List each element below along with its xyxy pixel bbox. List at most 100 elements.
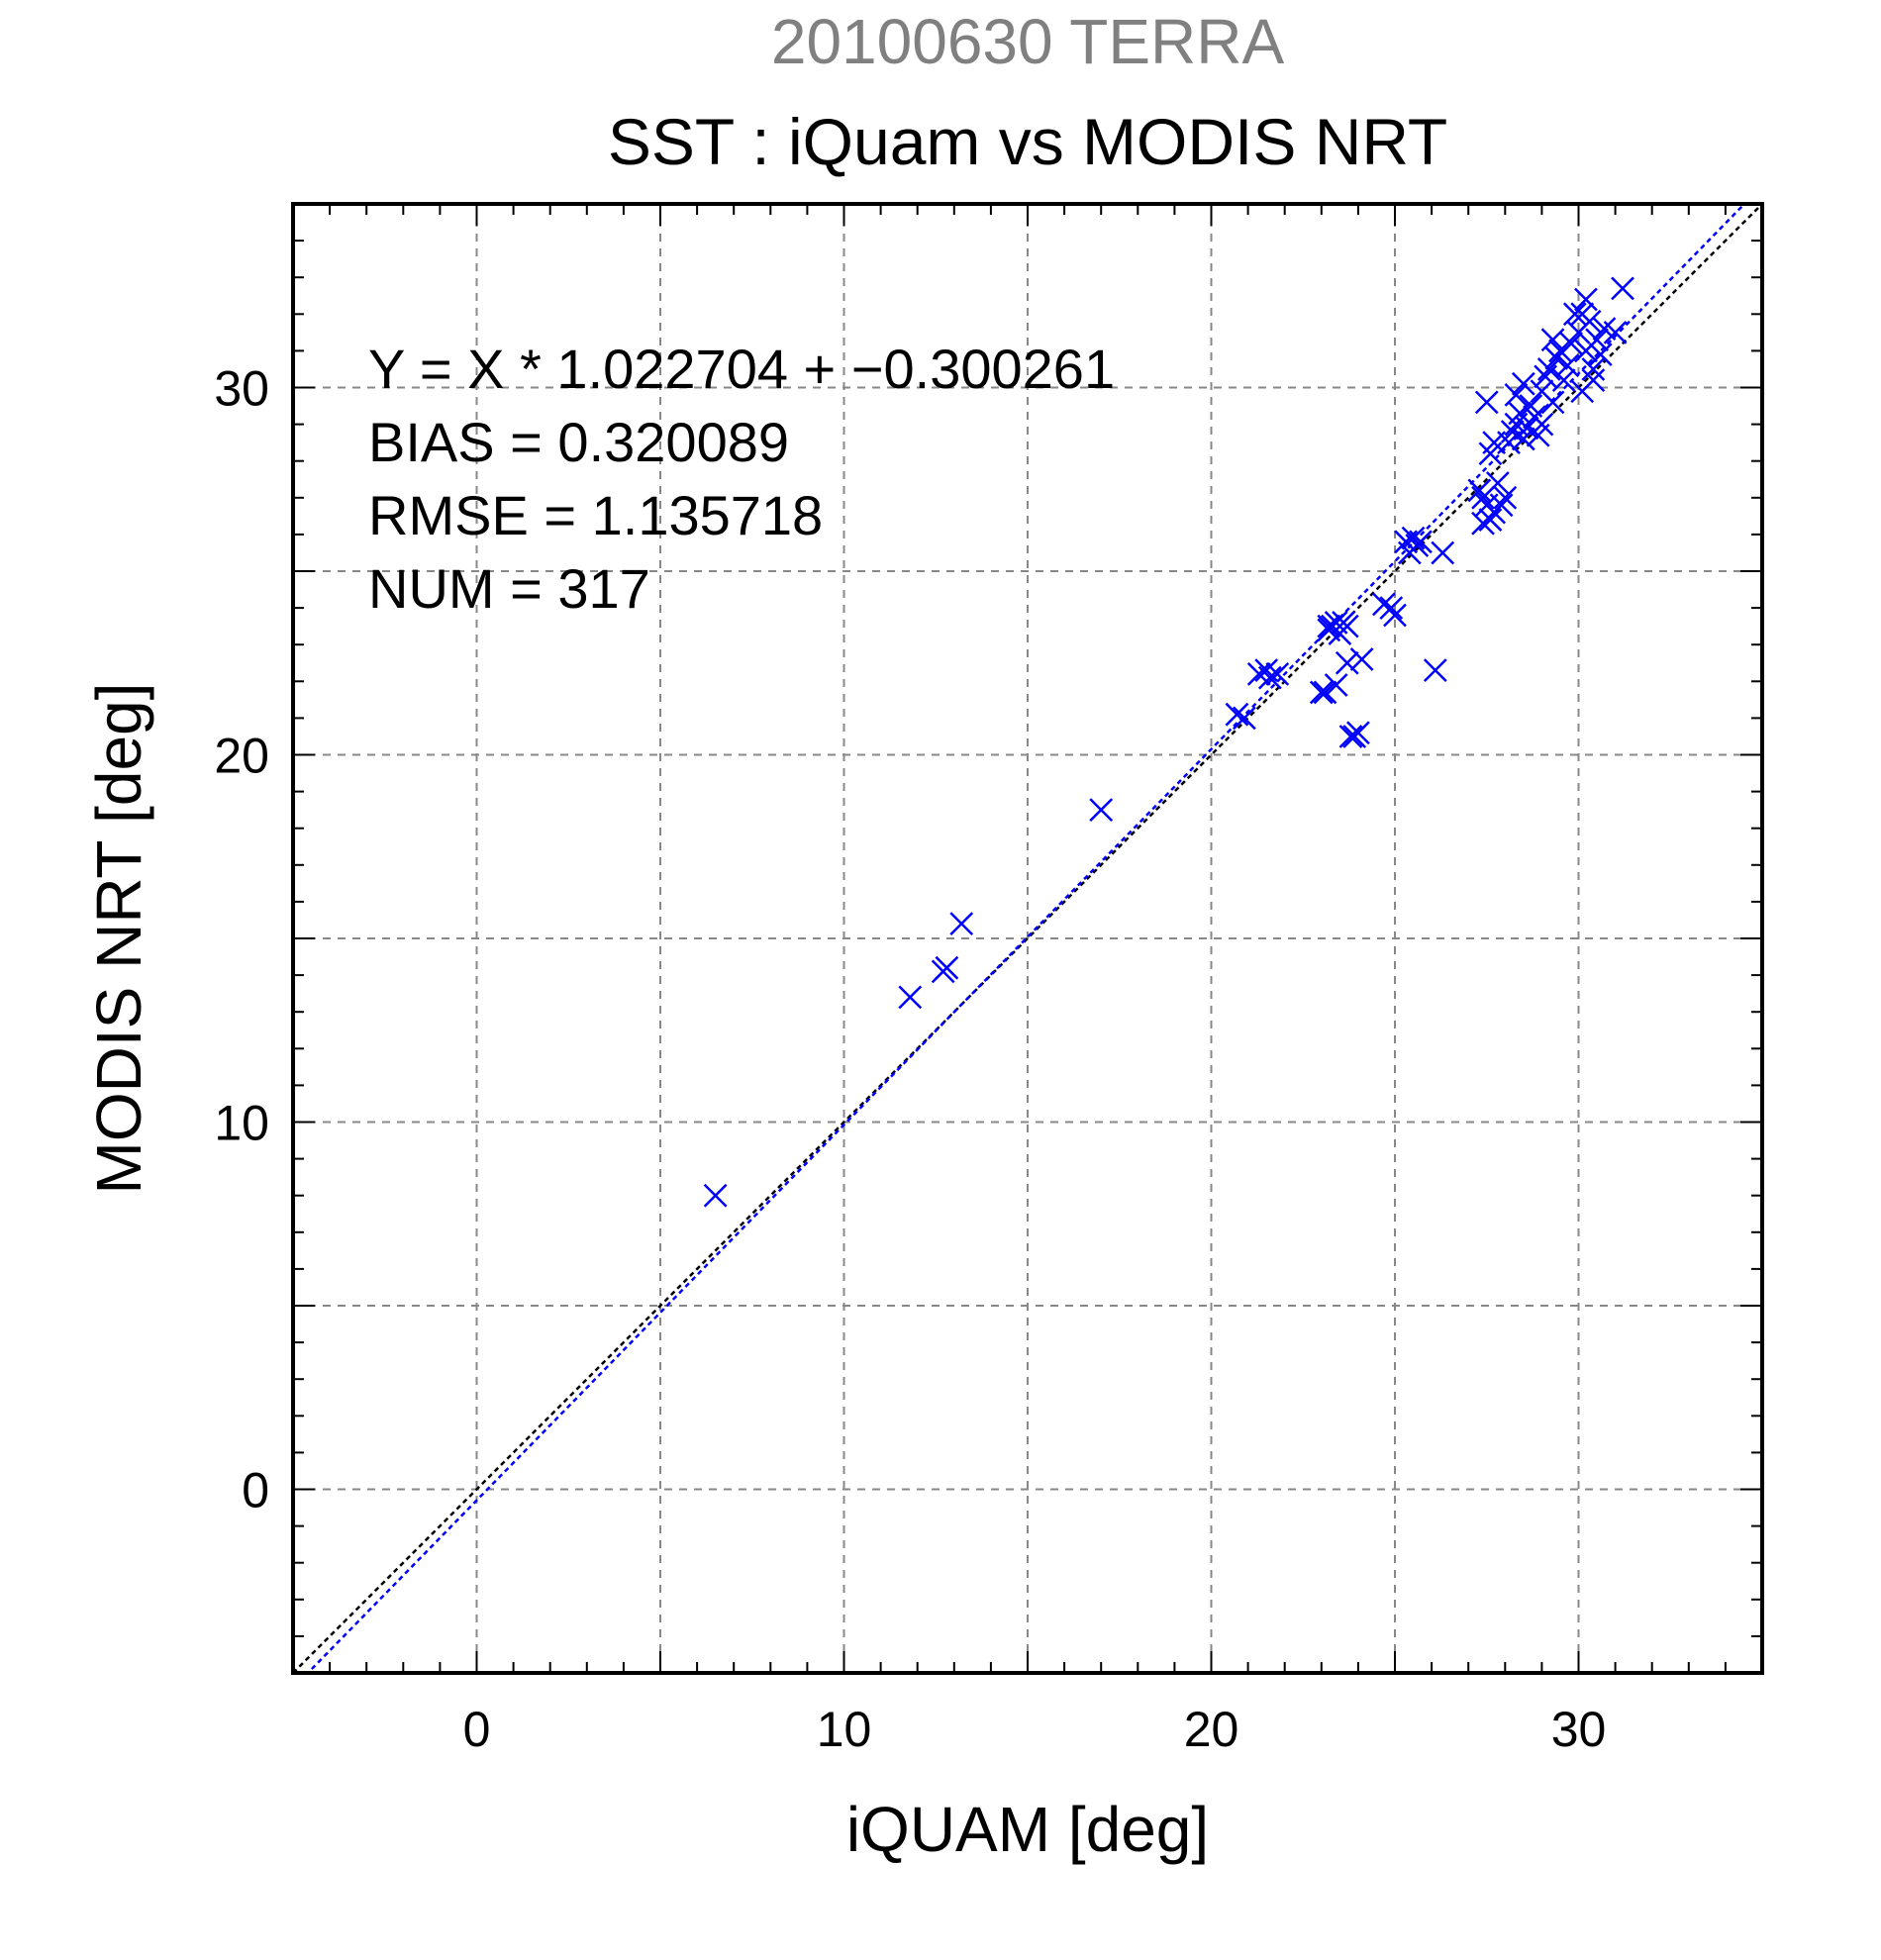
regression-equation: Y = X * 1.022704 + −0.300261 [368, 338, 1115, 400]
data-point-stroke [1233, 706, 1256, 731]
data-point [1570, 379, 1595, 404]
data-point [1431, 540, 1455, 565]
data-point [1574, 287, 1598, 312]
data-point [703, 1183, 728, 1208]
data-point-stroke [1338, 725, 1363, 748]
identity-line [293, 204, 1762, 1673]
data-point [1577, 309, 1602, 334]
data-point-stroke [1574, 287, 1598, 312]
data-point [1397, 540, 1422, 565]
data-point [1536, 357, 1561, 381]
data-point-stroke [1540, 390, 1565, 415]
data-point [1585, 328, 1609, 352]
data-point [1309, 680, 1334, 705]
data-point [1324, 611, 1348, 635]
grid [293, 204, 1762, 1673]
data-point-stroke [1485, 471, 1510, 495]
data-point [1349, 647, 1374, 671]
data-point-stroke [1534, 364, 1557, 389]
data-point [1603, 320, 1628, 344]
data-point [1555, 353, 1580, 378]
x-tick-label: 0 [463, 1702, 491, 1757]
data-point [1562, 302, 1587, 327]
data-point [1485, 471, 1510, 495]
data-point [1489, 493, 1514, 518]
data-point [1089, 798, 1114, 823]
data-point-stroke [1603, 320, 1628, 344]
data-point-stroke [1585, 328, 1609, 352]
x-tick-label: 20 [1184, 1702, 1239, 1757]
data-point-stroke [1397, 540, 1422, 565]
data-point [1508, 401, 1533, 426]
data-point [1383, 603, 1407, 628]
data-point [1504, 383, 1529, 407]
data-point-stroke [1504, 383, 1529, 407]
data-point-stroke [1349, 647, 1374, 671]
data-point-stroke [1346, 721, 1370, 745]
data-point-stroke [1592, 317, 1617, 342]
x-axis-label: iQUAM [deg] [846, 1794, 1209, 1865]
data-point-stroke [1530, 379, 1554, 404]
data-point [1551, 368, 1576, 392]
data-point-stroke [1324, 673, 1348, 697]
x-tick-label: 30 [1551, 1702, 1607, 1757]
data-point [1530, 412, 1554, 437]
y-tick-label: 30 [214, 361, 269, 417]
data-point [1313, 680, 1337, 705]
data-point-stroke [1562, 302, 1587, 327]
data-point [1548, 339, 1572, 363]
data-point [1317, 614, 1341, 638]
data-point [1338, 725, 1363, 748]
data-point-stroke [1309, 680, 1334, 705]
data-point-stroke [1471, 511, 1495, 536]
data-point-stroke [1467, 478, 1492, 503]
data-point [1467, 478, 1492, 503]
data-point-stroke [1313, 680, 1337, 705]
data-point [1500, 420, 1525, 443]
data-point [949, 912, 974, 936]
data-point [1474, 390, 1499, 415]
data-point [1225, 702, 1249, 727]
data-point-stroke [1254, 658, 1279, 683]
data-point-stroke [1324, 611, 1348, 635]
data-point-stroke [1551, 368, 1576, 392]
data-point [1511, 371, 1535, 396]
data-point-stroke [1519, 394, 1543, 418]
data-point-stroke [1611, 276, 1634, 301]
data-point-stroke [1500, 420, 1525, 443]
data-point [1581, 357, 1606, 381]
data-point-stroke [1530, 412, 1554, 437]
data-point-stroke [949, 912, 974, 936]
data-point-stroke [1383, 603, 1407, 628]
data-point-stroke [1536, 357, 1561, 381]
data-point [1588, 343, 1613, 366]
data-point-stroke [1474, 390, 1499, 415]
data-point-stroke [1489, 493, 1514, 518]
y-tick-label: 20 [214, 729, 269, 784]
data-point-stroke [1515, 416, 1539, 441]
data-point [1534, 364, 1557, 389]
stats-box: Y = X * 1.022704 + −0.300261 BIAS = 0.32… [368, 338, 1115, 620]
count-value: NUM = 317 [368, 557, 650, 620]
data-point-stroke [1588, 343, 1613, 366]
data-point-stroke [1493, 485, 1518, 510]
data-point [898, 985, 923, 1010]
data-point-stroke [1581, 357, 1606, 381]
data-point-stroke [1257, 665, 1282, 690]
data-point-stroke [1089, 798, 1114, 823]
data-point [1471, 511, 1495, 536]
data-point [1233, 706, 1256, 731]
chart-title: 20100630 TERRA [771, 6, 1285, 77]
data-point [1335, 650, 1359, 675]
data-point-stroke [1555, 353, 1580, 378]
data-point-stroke [1335, 650, 1359, 675]
data-point [1515, 416, 1539, 441]
data-point [1401, 526, 1426, 550]
data-point [1423, 658, 1447, 683]
data-point [935, 955, 959, 980]
data-point [1324, 673, 1348, 697]
data-point-stroke [703, 1183, 728, 1208]
data-point [1379, 596, 1404, 620]
data-point-stroke [1559, 332, 1583, 355]
